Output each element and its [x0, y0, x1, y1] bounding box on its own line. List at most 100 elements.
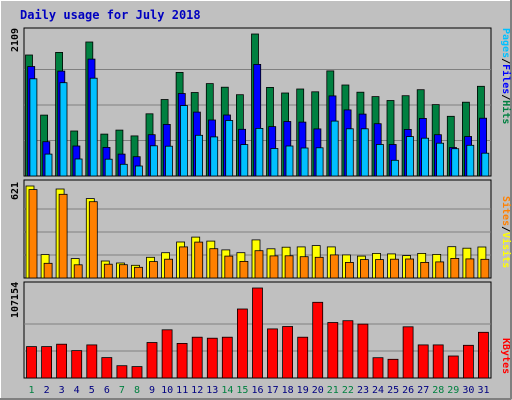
- bar-sites-day-21: [329, 254, 339, 279]
- x-tick-label-day-10: 10: [161, 385, 173, 396]
- legend-sep-3: /: [500, 226, 511, 232]
- x-tick-label-day-18: 18: [282, 385, 294, 396]
- bar-pages-day-25: [390, 159, 399, 177]
- x-tick-label-day-4: 4: [74, 385, 80, 396]
- top-panel-max-label: 2109: [10, 28, 21, 52]
- bar-sites-day-15: [239, 260, 249, 279]
- legend-kbytes: KBytes: [500, 338, 511, 374]
- bar-pages-day-10: [165, 145, 173, 177]
- bar-pages-day-14: [225, 120, 234, 177]
- legend-middle: Sites/Visits: [500, 196, 512, 268]
- bar-pages-day-21: [330, 120, 339, 177]
- legend-hits: Hits: [500, 100, 512, 124]
- bar-kbytes-day-12: [191, 336, 203, 379]
- legend-visits: Visits: [500, 232, 512, 268]
- x-tick-label-day-30: 30: [462, 385, 474, 396]
- bar-sites-day-1: [28, 189, 38, 279]
- bar-pages-day-17: [270, 148, 279, 177]
- bar-kbytes-day-31: [477, 331, 489, 379]
- legend-files: Files: [500, 64, 512, 94]
- x-tick-label-day-31: 31: [477, 385, 489, 396]
- x-tick-label-day-5: 5: [89, 385, 95, 396]
- bar-sites-day-9: [149, 261, 158, 279]
- bar-kbytes-day-6: [101, 357, 113, 379]
- x-tick-label-day-8: 8: [134, 385, 140, 396]
- x-tick-label-day-24: 24: [372, 385, 384, 396]
- x-tick-label-day-19: 19: [297, 385, 309, 396]
- x-tick-label-day-23: 23: [357, 385, 369, 396]
- legend-sep-2: /: [500, 94, 511, 100]
- x-tick-label-day-9: 9: [149, 385, 155, 396]
- bottom-panel: [23, 281, 492, 379]
- bar-kbytes-day-20: [312, 301, 324, 379]
- bar-pages-day-5: [89, 77, 98, 177]
- bottom-panel-max-label: 107154: [10, 282, 21, 318]
- bar-pages-day-2: [44, 153, 53, 177]
- bar-kbytes-day-10: [161, 329, 173, 379]
- bar-sites-day-31: [480, 258, 490, 279]
- bar-pages-day-1: [29, 78, 38, 177]
- bar-kbytes-day-16: [252, 287, 263, 379]
- bar-sites-day-12: [194, 241, 204, 279]
- bar-kbytes-day-11: [176, 342, 188, 379]
- x-tick-label-day-25: 25: [387, 385, 399, 396]
- bar-kbytes-day-22: [342, 320, 354, 379]
- bar-pages-day-16: [255, 127, 264, 177]
- bar-sites-day-10: [164, 258, 174, 279]
- bar-kbytes-day-17: [267, 328, 278, 379]
- bar-sites-day-19: [299, 256, 309, 279]
- bar-kbytes-day-5: [86, 344, 98, 379]
- bar-sites-day-27: [420, 261, 430, 279]
- bar-kbytes-day-21: [327, 322, 339, 379]
- bar-kbytes-day-25: [387, 358, 399, 379]
- bar-kbytes-day-23: [357, 323, 369, 379]
- bar-kbytes-day-13: [206, 337, 218, 379]
- legend-top: Pages/Files/Hits: [500, 28, 512, 124]
- x-tick-label-day-13: 13: [206, 385, 218, 396]
- bar-kbytes-day-19: [297, 336, 309, 379]
- bar-pages-day-6: [104, 158, 113, 177]
- bar-sites-day-2: [43, 262, 53, 279]
- x-tick-label-day-15: 15: [236, 385, 248, 396]
- bar-pages-day-27: [421, 137, 430, 177]
- bar-sites-day-7: [119, 264, 128, 279]
- x-tick-label-day-28: 28: [432, 385, 444, 396]
- bar-pages-day-3: [59, 82, 68, 177]
- x-tick-label-day-22: 22: [342, 385, 354, 396]
- bar-kbytes-day-29: [447, 355, 459, 379]
- bar-pages-day-22: [345, 128, 354, 177]
- x-tick-label-day-17: 17: [267, 385, 279, 396]
- bar-pages-day-23: [360, 128, 369, 177]
- bar-sites-day-4: [73, 264, 83, 279]
- bar-pages-day-29: [451, 148, 460, 177]
- bar-kbytes-day-15: [236, 308, 248, 379]
- bar-sites-day-11: [179, 246, 189, 279]
- bar-kbytes-day-4: [71, 350, 83, 379]
- legend-pages: Pages: [500, 28, 511, 58]
- bar-sites-day-28: [435, 261, 445, 279]
- bar-sites-day-14: [224, 255, 234, 279]
- legend-sep-1: /: [500, 58, 511, 64]
- bar-pages-day-30: [466, 144, 475, 177]
- bar-sites-day-30: [465, 258, 475, 279]
- bar-kbytes-day-7: [116, 365, 128, 379]
- bar-sites-day-17: [269, 255, 279, 279]
- bar-kbytes-day-14: [221, 336, 233, 379]
- bar-sites-day-18: [284, 255, 294, 279]
- bar-sites-day-22: [344, 261, 354, 279]
- x-tick-label-day-1: 1: [28, 385, 34, 396]
- x-tick-label-day-26: 26: [402, 385, 414, 396]
- top-panel: [23, 27, 492, 177]
- bar-sites-day-25: [390, 258, 399, 279]
- bar-pages-day-20: [315, 147, 324, 177]
- bar-pages-day-12: [195, 134, 204, 177]
- x-tick-label-day-20: 20: [312, 385, 324, 396]
- bar-pages-day-24: [375, 144, 384, 177]
- x-tick-label-day-29: 29: [447, 385, 459, 396]
- bar-kbytes-day-8: [131, 366, 143, 379]
- bar-sites-day-3: [58, 193, 68, 279]
- bar-kbytes-day-3: [56, 343, 67, 379]
- bar-pages-day-9: [149, 145, 158, 177]
- chart-title: Daily usage for July 2018: [20, 8, 201, 22]
- bar-sites-day-16: [254, 250, 264, 279]
